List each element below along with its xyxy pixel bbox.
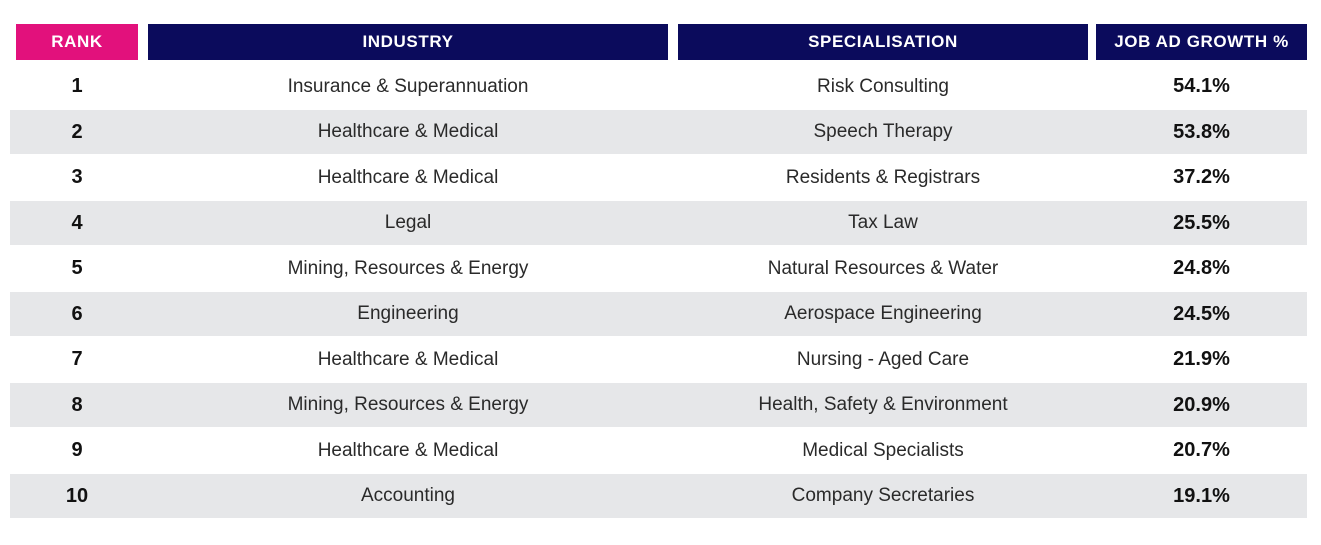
table-row: 8 Mining, Resources & Energy Health, Saf… [10,383,1307,427]
rank-cell: 2 [71,120,83,143]
rank-cell: 6 [71,302,83,325]
growth-cell: 37.2% [1173,166,1230,188]
industry-cell: Mining, Resources & Energy [287,394,529,415]
table-row: 9 Healthcare & Medical Medical Specialis… [10,427,1307,474]
specialisation-cell: Aerospace Engineering [784,303,982,324]
growth-cell: 19.1% [1173,484,1230,507]
rank-cell: 3 [71,166,83,188]
specialisation-cell: Company Secretaries [791,485,975,506]
table-body: 1 Insurance & Superannuation Risk Consul… [10,63,1307,518]
industry-cell: Healthcare & Medical [317,166,499,188]
specialisation-cell: Residents & Registrars [785,166,981,188]
industry-cell: Healthcare & Medical [317,121,499,142]
growth-cell: 24.8% [1173,257,1230,279]
industry-cell: Legal [384,212,432,233]
specialisation-cell: Natural Resources & Water [767,257,999,279]
specialisation-cell: Nursing - Aged Care [796,348,970,370]
industry-cell: Accounting [360,485,455,506]
rank-cell: 7 [71,348,83,370]
rank-cell: 10 [65,484,89,507]
table-row: 2 Healthcare & Medical Speech Therapy 53… [10,110,1307,154]
growth-cell: 24.5% [1173,302,1230,325]
specialisation-cell: Tax Law [848,212,918,233]
growth-cell: 20.7% [1173,439,1230,461]
growth-cell: 54.1% [1173,75,1230,97]
growth-cell: 21.9% [1173,348,1230,370]
header-rank: RANK [16,24,138,60]
industry-cell: Healthcare & Medical [317,439,499,461]
rank-cell: 4 [71,211,83,234]
specialisation-cell: Health, Safety & Environment [758,394,1008,415]
rank-cell: 9 [71,439,83,461]
industry-cell: Insurance & Superannuation [287,75,529,97]
table-row: 3 Healthcare & Medical Residents & Regis… [10,154,1307,201]
table-row: 6 Engineering Aerospace Engineering 24.5… [10,292,1307,336]
table-row: 5 Mining, Resources & Energy Natural Res… [10,245,1307,292]
growth-cell: 53.8% [1173,120,1230,143]
rank-cell: 8 [71,393,83,416]
specialisation-cell: Risk Consulting [817,75,949,97]
table-row: 4 Legal Tax Law 25.5% [10,201,1307,245]
industry-cell: Healthcare & Medical [317,348,499,370]
industry-cell: Engineering [357,303,459,324]
specialisation-cell: Medical Specialists [802,439,964,461]
header-industry: INDUSTRY [148,24,668,60]
industry-cell: Mining, Resources & Energy [287,257,529,279]
table-row: 10 Accounting Company Secretaries 19.1% [10,474,1307,518]
rank-cell: 5 [71,257,83,279]
specialisation-cell: Speech Therapy [813,121,953,142]
rank-cell: 1 [71,75,83,97]
header-job-ad-growth: JOB AD GROWTH % [1096,24,1307,60]
table-row: 7 Healthcare & Medical Nursing - Aged Ca… [10,336,1307,383]
table-row: 1 Insurance & Superannuation Risk Consul… [10,63,1307,110]
growth-cell: 25.5% [1173,211,1230,234]
header-specialisation: SPECIALISATION [678,24,1088,60]
growth-cell: 20.9% [1173,393,1230,416]
